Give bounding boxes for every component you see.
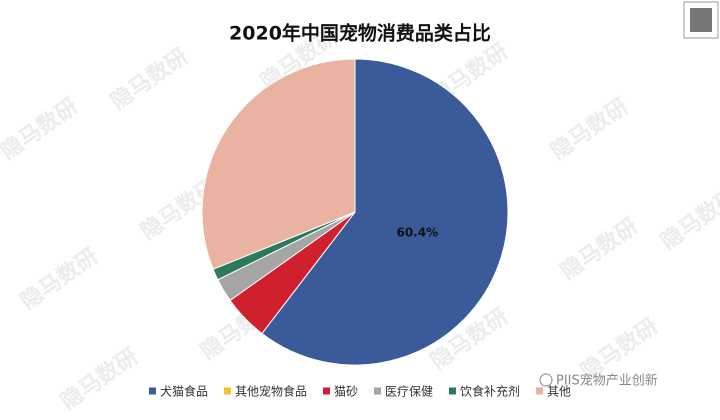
legend-marker	[223, 387, 231, 395]
wechat-icon	[539, 373, 553, 387]
legend-marker	[536, 387, 544, 395]
legend-marker	[322, 387, 330, 395]
legend-marker	[449, 387, 457, 395]
data-label: 60.4%	[396, 226, 438, 240]
legend-marker	[374, 387, 381, 395]
pie-slice	[261, 58, 509, 366]
legend-label: 医疗保健	[385, 385, 433, 399]
legend-label: 饮食补充剂	[460, 384, 520, 399]
qr-code-inner	[690, 8, 712, 32]
legend-label: 猫砂	[334, 385, 358, 399]
legend: 犬猫食品 其他宠物食品 猫砂 医疗保健 饮食补充剂 其他	[148, 384, 571, 399]
source: PIIS宠物产业创新	[556, 373, 658, 389]
legend-label: 其他	[547, 385, 571, 399]
legend-label: 其他宠物食品	[235, 384, 307, 399]
pie-slice	[201, 58, 356, 270]
pie: 60.4%	[201, 58, 509, 366]
legend-marker	[148, 387, 156, 395]
legend-label: 犬猫食品	[160, 384, 208, 399]
chart-title: 2020年中国宠物消费品类占比	[229, 22, 491, 45]
